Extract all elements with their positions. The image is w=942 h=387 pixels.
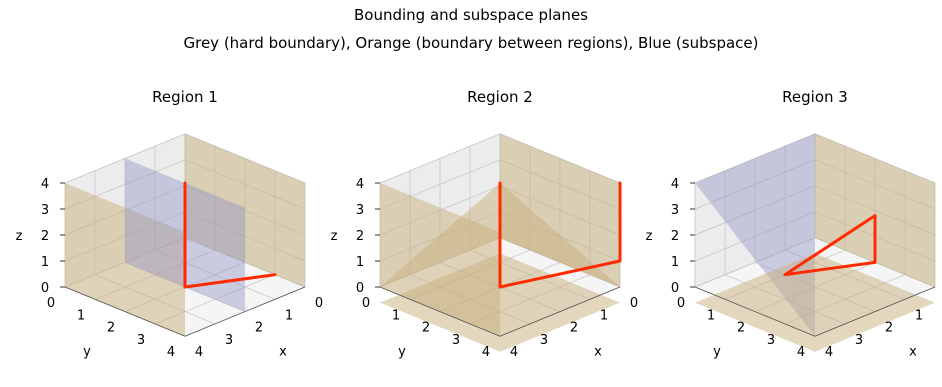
y-tick-label: 4: [797, 345, 805, 360]
y-tick-label: 0: [362, 296, 370, 311]
x-tick-label: 3: [540, 333, 548, 348]
x-axis-label: x: [909, 345, 917, 360]
x-tick-label: 2: [570, 321, 578, 336]
z-tick-label: 2: [671, 229, 679, 244]
x-tick-label: 1: [915, 308, 923, 323]
x-axis-line: [184, 286, 306, 337]
y-axis-label: y: [83, 345, 91, 360]
panel-title: Region 3: [782, 88, 848, 106]
z-tick-label: 2: [356, 229, 364, 244]
grid-line: [64, 133, 186, 184]
x-tick-label: 1: [285, 308, 293, 323]
figure-subtitle: Grey (hard boundary), Orange (boundary b…: [183, 34, 759, 52]
x-tick-label: 0: [630, 296, 638, 311]
x-tick-label: 2: [255, 321, 263, 336]
x-axis-label: x: [594, 345, 602, 360]
z-tick-label: 0: [671, 281, 679, 296]
x-axis-line: [814, 286, 936, 337]
grid-line: [379, 133, 501, 184]
z-tick-label: 0: [356, 281, 364, 296]
path-line: [498, 181, 622, 289]
panel-title: Region 2: [467, 88, 533, 106]
x-axis-line: [499, 286, 621, 337]
path-line: [183, 181, 277, 289]
y-axis-line: [694, 286, 816, 337]
z-tick-label: 1: [41, 255, 49, 270]
z-tick-label: 1: [356, 255, 364, 270]
x-tick-label: 4: [510, 345, 518, 360]
z-tick-label: 1: [671, 255, 679, 270]
y-tick-label: 1: [392, 308, 400, 323]
x-tick-label: 0: [315, 296, 323, 311]
z-tick-label: 4: [671, 177, 679, 192]
x-tick-label: 2: [885, 321, 893, 336]
orange-plane: [500, 183, 620, 287]
x-tick-label: 3: [225, 333, 233, 348]
panel-title: Region 1: [152, 88, 218, 106]
x-tick-label: 4: [825, 345, 833, 360]
y-tick-label: 3: [137, 333, 145, 348]
y-tick-label: 2: [737, 321, 745, 336]
grid-line: [694, 133, 816, 184]
orange-plane: [815, 133, 935, 287]
y-tick-label: 1: [707, 308, 715, 323]
orange-plane: [380, 183, 500, 287]
x-axis-label: x: [279, 345, 287, 360]
y-axis-label: y: [713, 345, 721, 360]
path-line: [783, 214, 877, 277]
x-tick-label: 3: [855, 333, 863, 348]
z-axis-label: z: [646, 229, 653, 244]
x-tick-label: 4: [195, 345, 203, 360]
y-tick-label: 2: [107, 321, 115, 336]
z-tick-label: 4: [356, 177, 364, 192]
y-axis-line: [379, 286, 501, 337]
z-axis-label: z: [16, 229, 23, 244]
z-tick-label: 3: [41, 203, 49, 218]
orange-plane: [65, 183, 185, 337]
grid-line: [694, 159, 816, 210]
y-tick-label: 4: [482, 345, 490, 360]
y-axis-label: y: [398, 345, 406, 360]
figure-title: Bounding and subspace planes: [353, 6, 588, 24]
y-tick-label: 3: [767, 333, 775, 348]
z-axis-label: z: [331, 229, 338, 244]
y-axis-line: [64, 286, 186, 337]
z-tick-label: 4: [41, 177, 49, 192]
orange-plane: [695, 253, 935, 352]
z-tick-label: 0: [41, 281, 49, 296]
region-1-plot: 0 1 2 3 4 z 0 1 2 3 4 y 0 1 2 3 4 x Region 1: [16, 88, 324, 360]
y-tick-label: 1: [77, 308, 85, 323]
y-tick-label: 0: [677, 296, 685, 311]
region-2-plot: 0 1 2 3 4 z 0 1 2 3 4 y 0 1 2 3 4 x Region 2: [331, 88, 639, 360]
y-tick-label: 2: [422, 321, 430, 336]
z-tick-label: 3: [671, 203, 679, 218]
z-tick-label: 2: [41, 229, 49, 244]
y-tick-label: 3: [452, 333, 460, 348]
orange-plane: [185, 133, 305, 287]
x-tick-label: 1: [600, 308, 608, 323]
y-tick-label: 0: [47, 296, 55, 311]
z-tick-label: 3: [356, 203, 364, 218]
y-tick-label: 4: [167, 345, 175, 360]
orange-plane: [380, 253, 620, 352]
